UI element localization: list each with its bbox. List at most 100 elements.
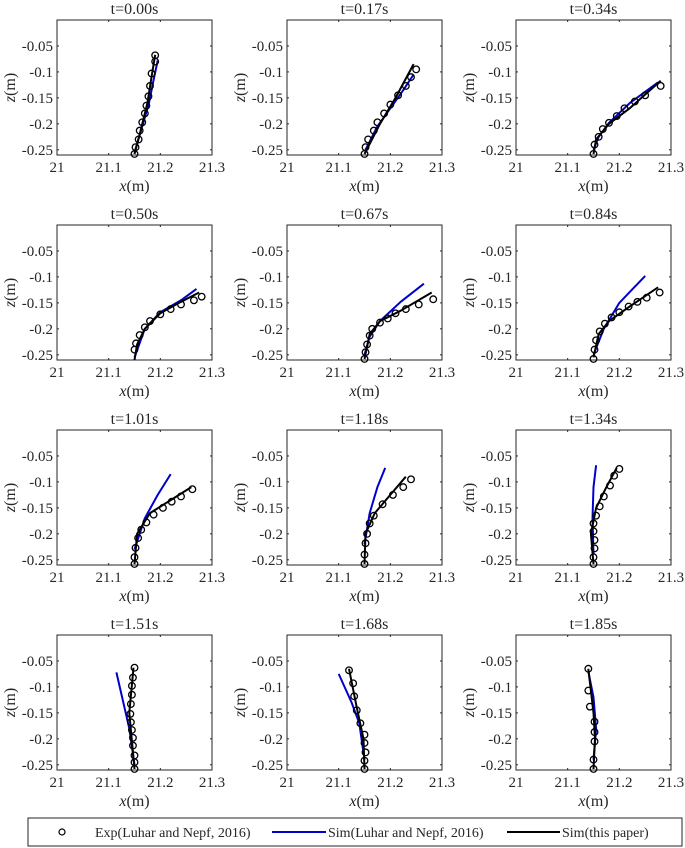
exp-data-point <box>633 297 642 306</box>
x-tick-label: 21 <box>50 570 65 586</box>
exp-data-point <box>131 143 140 152</box>
y-axis-unit: (m) <box>2 278 19 301</box>
exp-data-point <box>592 336 601 345</box>
exp-data-point <box>589 150 598 158</box>
x-tick-label: 21.3 <box>429 570 455 586</box>
y-tick-label: -0.05 <box>252 244 283 260</box>
y-axis-label: z(m) <box>2 278 19 308</box>
y-tick-label: -0.05 <box>252 39 283 55</box>
subplot-panel: t=0.50s 21 21.1 21.2 21.3 -0.25 -0.2 -0.15 -0.1 -… <box>2 206 225 400</box>
y-axis-var: z <box>2 710 19 718</box>
x-tick-label: 21 <box>280 365 295 381</box>
exp-data-point <box>140 323 149 332</box>
exp-data-point <box>414 300 423 309</box>
y-tick-label: -0.1 <box>29 270 53 286</box>
y-tick-label: -0.1 <box>488 680 512 696</box>
y-axis-label: z(m) <box>232 73 249 103</box>
exp-data-point <box>360 550 369 559</box>
exp-data-point <box>361 539 370 548</box>
x-axis-var: x <box>577 588 585 605</box>
exp-data-point <box>364 135 373 144</box>
exp-data-point <box>360 560 369 568</box>
exp-data-point <box>138 118 147 127</box>
exp-data-point <box>590 536 599 545</box>
y-axis-unit: (m) <box>232 73 249 96</box>
plot-area <box>286 224 443 361</box>
x-tick-label: 21.2 <box>606 365 632 381</box>
x-tick-label: 21.2 <box>147 775 173 791</box>
x-axis-var: x <box>118 383 126 400</box>
y-axis-label: z(m) <box>232 278 249 308</box>
exp-data-point <box>656 81 665 90</box>
exp-data-point <box>166 305 175 314</box>
plot-area <box>515 19 672 156</box>
exp-data-point <box>127 726 136 734</box>
legend-box <box>27 817 683 847</box>
exp-data-point <box>144 92 153 101</box>
panel-title: t=0.34s <box>570 1 618 18</box>
exp-data-point <box>349 679 358 688</box>
y-tick-label: -0.1 <box>488 270 512 286</box>
x-axis-var: x <box>348 178 356 195</box>
plot-area <box>56 224 213 361</box>
exp-data-point <box>641 91 650 100</box>
plot-area <box>56 429 213 566</box>
exp-data-point <box>126 709 135 718</box>
x-axis-label: x(m) <box>577 588 608 605</box>
exp-data-point <box>589 553 598 562</box>
exp-data-point <box>401 305 410 314</box>
exp-data-point <box>126 718 135 727</box>
exp-data-point <box>156 310 165 319</box>
y-tick-label: -0.1 <box>488 475 512 491</box>
exp-data-point <box>584 664 593 673</box>
y-tick-label: -0.05 <box>481 39 512 55</box>
subplot-panel: t=1.85s 21 21.1 21.2 21.3 -0.25 -0.2 -0.15 -0.1 -… <box>461 616 684 810</box>
y-axis-unit: (m) <box>461 278 478 301</box>
y-axis-var: z <box>2 505 19 513</box>
subplot-panel: t=1.68s 21 21.1 21.2 21.3 -0.25 -0.2 -0.15 -0.1 -… <box>232 616 455 810</box>
y-tick-label: -0.15 <box>252 296 283 312</box>
exp-data-point <box>599 492 608 501</box>
exp-data-point <box>589 527 598 536</box>
subplot-panel: t=0.34s 21 21.1 21.2 21.3 -0.25 -0.2 -0.15 -0.1 -… <box>461 1 684 195</box>
subplot-panel: t=1.34s 21 21.1 21.2 21.3 -0.25 -0.2 -0.15 -0.1 -… <box>461 411 684 605</box>
y-tick-label: -0.15 <box>22 91 53 107</box>
subplot-panel: t=0.17s 21 21.1 21.2 21.3 -0.25 -0.2 -0.15 -0.1 -… <box>232 1 455 195</box>
y-tick-label: -0.1 <box>29 65 53 81</box>
x-tick-label: 21.1 <box>96 365 122 381</box>
exp-data-point <box>407 73 415 82</box>
x-axis-unit: (m) <box>127 793 150 810</box>
y-axis-var: z <box>461 300 478 308</box>
x-tick-label: 21.1 <box>555 775 581 791</box>
panel-title: t=0.00s <box>111 1 159 18</box>
series-sim-paper-line <box>348 668 366 770</box>
exp-data-point <box>151 51 160 60</box>
exp-data-point <box>598 125 607 133</box>
y-axis-var: z <box>232 505 249 513</box>
x-tick-label: 21.3 <box>199 365 225 381</box>
exp-data-point <box>189 296 198 305</box>
exp-data-point <box>386 100 395 109</box>
panel-title: t=1.34s <box>570 411 618 428</box>
exp-data-point <box>365 519 374 528</box>
y-axis-label: z(m) <box>2 688 19 718</box>
x-axis-unit: (m) <box>586 793 609 810</box>
exp-data-point <box>369 126 378 135</box>
subplot-panel: t=0.00s 21 21.1 21.2 21.3 -0.25 -0.2 -0.15 -0.1 -… <box>2 1 225 195</box>
y-axis-unit: (m) <box>232 688 249 711</box>
exp-data-point <box>177 300 185 309</box>
y-tick-label: -0.25 <box>481 758 512 774</box>
y-axis-label: z(m) <box>461 688 478 718</box>
y-tick-label: -0.25 <box>22 348 53 364</box>
x-axis-var: x <box>577 178 585 195</box>
y-axis-var: z <box>461 505 478 513</box>
x-axis-unit: (m) <box>357 383 380 400</box>
exp-data-point <box>149 510 158 519</box>
y-tick-label: -0.05 <box>22 39 53 55</box>
panel-title: t=1.68s <box>341 616 389 633</box>
y-tick-label: -0.15 <box>252 501 283 517</box>
y-tick-label: -0.15 <box>252 706 283 722</box>
y-tick-label: -0.2 <box>259 117 283 133</box>
x-tick-label: 21.3 <box>199 570 225 586</box>
